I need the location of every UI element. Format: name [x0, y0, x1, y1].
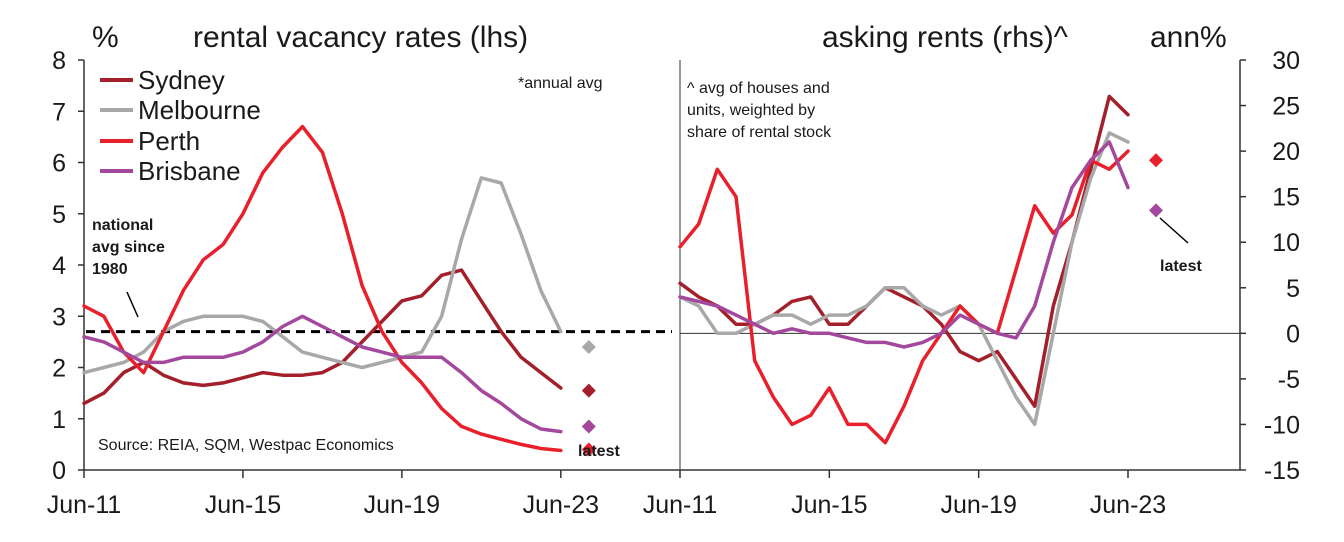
right-y-ticks: -15 -10 -5 0 5 10 15 20 25 30	[1240, 47, 1300, 485]
left-y-tick-label: 4	[52, 252, 66, 280]
x-ticks: Jun-11 Jun-15 Jun-19 Jun-23 Jun-11 Jun-15 Jun-…	[47, 470, 1166, 519]
left-y-tick-label: 2	[52, 355, 66, 383]
left-series-sydney	[82, 268, 563, 406]
left-series-melbourne	[82, 176, 563, 375]
right-series-sydney	[678, 94, 1130, 408]
left-series-perth	[82, 124, 563, 453]
legend: Sydney Melbourne Perth Brisbane	[100, 65, 261, 186]
rhs-latest-pointer	[1159, 217, 1189, 244]
series-lines	[82, 94, 1130, 453]
left-latest-melbourne	[581, 340, 596, 354]
right-y-tick-label: 30	[1272, 47, 1300, 75]
national-avg-label-1: national	[92, 217, 153, 234]
left-y-tick-label: 8	[52, 47, 66, 75]
left-y-tick-label: 7	[52, 98, 66, 126]
right-chart-title: asking rents (rhs)^	[822, 21, 1068, 54]
right-y-tick-label: -15	[1264, 457, 1300, 485]
left-y-tick-label: 0	[52, 457, 66, 485]
right-latest-label: latest	[1160, 258, 1202, 275]
right-x-tick-label: Jun-11	[643, 491, 718, 519]
left-chart-title: rental vacancy rates (lhs)	[193, 21, 528, 54]
rhs-note-1: ^ avg of houses and	[687, 80, 830, 97]
left-latest-sydney	[581, 383, 596, 398]
latest-markers	[581, 153, 1163, 457]
left-x-tick-label: Jun-11	[47, 491, 122, 519]
left-x-tick-label: Jun-23	[523, 491, 599, 519]
left-x-tick-label: Jun-19	[364, 491, 440, 519]
left-y-tick-label: 1	[52, 406, 66, 434]
legend-label-melbourne: Melbourne	[138, 95, 261, 125]
national-avg-label-3: 1980	[92, 261, 128, 278]
right-y-tick-label: 0	[1286, 320, 1300, 348]
right-y-tick-label: 10	[1272, 229, 1300, 257]
left-y-tick-label: 3	[52, 303, 66, 331]
right-y-tick-label: -10	[1264, 411, 1300, 439]
national-avg-pointer	[126, 291, 139, 318]
left-axis-unit: %	[92, 21, 119, 54]
source-note: Source: REIA, SQM, Westpac Economics	[98, 437, 394, 454]
left-latest-brisbane	[581, 419, 596, 434]
right-y-tick-label: 15	[1272, 184, 1300, 212]
left-series-brisbane	[82, 314, 563, 434]
legend-label-sydney: Sydney	[138, 65, 225, 95]
right-y-tick-label: 20	[1272, 138, 1300, 166]
rhs-note-2: units, weighted by	[687, 102, 815, 119]
right-latest-perth	[1149, 153, 1163, 168]
right-y-tick-label: 5	[1286, 275, 1300, 303]
rhs-note-3: share of rental stock	[687, 124, 832, 141]
right-x-tick-label: Jun-23	[1090, 491, 1166, 519]
right-series-perth	[678, 149, 1130, 445]
left-y-ticks: 0 1 2 3 4 5 6 7 8	[52, 47, 84, 485]
left-y-tick-label: 6	[52, 150, 66, 178]
right-y-tick-label: -5	[1278, 366, 1300, 394]
annual-avg-note: *annual avg	[518, 75, 603, 92]
left-y-tick-label: 5	[52, 201, 66, 229]
right-axis-unit: ann%	[1150, 21, 1227, 54]
legend-label-perth: Perth	[138, 126, 200, 156]
right-latest-brisbane	[1149, 203, 1163, 218]
left-latest-label: latest	[578, 443, 620, 460]
national-avg-label-2: avg since	[92, 239, 165, 256]
right-series-brisbane	[678, 140, 1130, 349]
left-latest-perth	[581, 442, 596, 457]
right-x-tick-label: Jun-15	[791, 491, 867, 519]
right-x-tick-label: Jun-19	[940, 491, 1016, 519]
right-y-tick-label: 25	[1272, 93, 1300, 121]
left-x-tick-label: Jun-15	[205, 491, 281, 519]
legend-label-brisbane: Brisbane	[138, 156, 241, 186]
